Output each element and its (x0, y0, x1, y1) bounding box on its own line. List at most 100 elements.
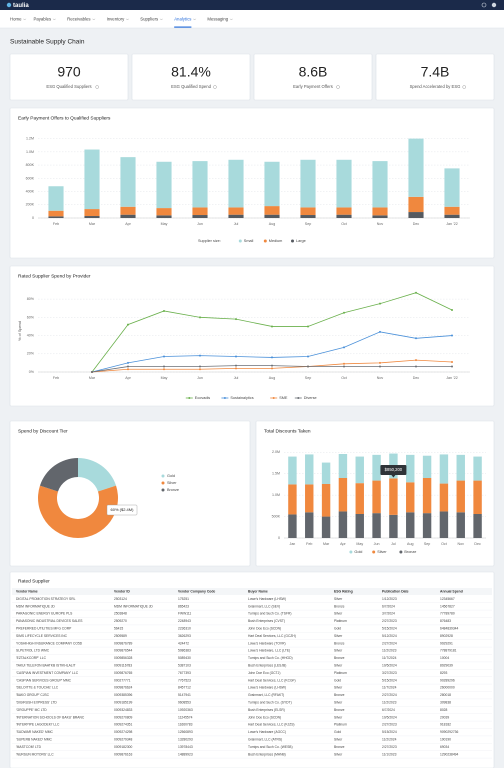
table-cell: 0009876544 (114, 649, 133, 653)
line-point (307, 365, 309, 368)
bar-segment (156, 208, 172, 216)
table-cell: 2248943 (178, 619, 191, 623)
nav-item[interactable]: Receivables (67, 17, 90, 22)
bar-segment (444, 168, 460, 207)
table-cell: 865423 (178, 604, 189, 608)
kpi-value: 8.6B (299, 64, 328, 80)
table-cell: YOSHIHIGH INSURANCE COMPANY CO5D (16, 641, 83, 645)
bar-segment (336, 159, 352, 208)
bar-segment (321, 484, 331, 517)
x-tick-label: Apr (125, 222, 131, 226)
table-cell: Silver (334, 612, 343, 616)
nav-caret (92, 18, 96, 21)
table-cell: 12560893 (178, 730, 193, 734)
y-tick-label: 0 (32, 216, 34, 220)
line-point (343, 365, 345, 368)
table-cell: 'GROUPPE' MC LTD (16, 708, 47, 712)
legend-title: Supplier size: (198, 239, 221, 243)
table-cell: John Doe Eco (GCTJ) (248, 671, 280, 675)
table-cell: 778879181 (440, 649, 457, 653)
line-point (127, 361, 129, 364)
table-cell: 8457712 (178, 686, 191, 690)
table-cell: 6484839344 (440, 626, 459, 630)
line-point (451, 360, 453, 363)
table-cell: Platinum (334, 723, 347, 727)
y-axis-label: % of Spend (18, 321, 22, 341)
table-cell: 26000000 (440, 686, 455, 690)
line-point (379, 302, 381, 305)
bar-segment (305, 454, 314, 485)
table-cell: 0009274351 (114, 723, 133, 727)
legend-label: Gold (354, 550, 362, 554)
legend-label: Bronze (404, 550, 416, 554)
line-point (343, 346, 345, 349)
bar-segment (300, 207, 316, 216)
bar-segment (300, 159, 316, 208)
user-icon[interactable] (491, 2, 497, 8)
x-tick-label: May (161, 222, 168, 226)
nav-item[interactable]: Home (10, 17, 22, 22)
table-cell: 90289296 (440, 678, 455, 682)
table-cell: Bronze (334, 604, 345, 608)
line-point (199, 316, 201, 319)
table-cell: 20039 (440, 715, 449, 719)
nav-item[interactable]: Analytics (174, 17, 191, 22)
y-tick-label: 0 (278, 536, 280, 540)
x-tick-label: Jun (197, 376, 203, 380)
line-point (379, 330, 381, 333)
table-cell: 'DIGIRUSH EXPRESS' LTD (16, 700, 57, 704)
x-tick-label: Aug (269, 222, 275, 226)
line-point (127, 323, 129, 326)
legend-label: Silver (377, 550, 387, 554)
bar-segment (336, 207, 352, 215)
info-icon (462, 85, 466, 89)
table-cell: DIGITAL PROMOTION STRATEGY SRL (16, 597, 76, 601)
bar-segment (192, 161, 208, 208)
legend-swatch (161, 488, 165, 492)
table-cell: Bush Enterprises (ELSR) (248, 708, 285, 712)
legend-swatch (238, 239, 242, 243)
settings-icon[interactable] (481, 2, 487, 8)
chart-title: Rated Supplier Spend by Provider (18, 273, 91, 279)
bar-segment (156, 215, 172, 218)
legend-swatch-dot (272, 397, 275, 399)
table-cell: Bush Enterprises (LESJB) (248, 663, 286, 667)
pie-slice (78, 458, 117, 492)
legend-swatch (291, 239, 294, 243)
table-cell: 11245574 (178, 715, 193, 719)
nav-item[interactable]: Suppliers (140, 17, 158, 22)
chart-title: Early Payment Offers to Qualified Suppli… (18, 115, 111, 121)
bar-segment (372, 480, 381, 514)
x-tick-label: Feb (53, 376, 59, 380)
tooltip (380, 465, 407, 475)
nav-item[interactable]: Messaging (207, 17, 228, 22)
table-cell: Hart Deal Services, LLC (GCZH) (248, 634, 296, 638)
x-tick-label: Mar (89, 376, 96, 380)
nav-item[interactable]: Inventory (107, 17, 126, 22)
info-icon (213, 85, 217, 89)
pie-slice (39, 458, 78, 492)
table-cell: 11/2/2023 (382, 700, 397, 704)
bar-segment (120, 214, 136, 218)
table-cell: 8902928 (440, 634, 453, 638)
column-header: Annual Spend (440, 590, 463, 594)
x-tick-label: Oct (341, 376, 347, 380)
table-cell: 'CASPIAN INVESTMENT COMPANY' LLC (16, 671, 79, 675)
nav-item[interactable]: Payables (33, 17, 51, 22)
bar-segment (288, 456, 297, 485)
line-point (271, 364, 273, 367)
legend-label: Silver (167, 481, 177, 485)
y-tick-label: 400K (26, 189, 35, 193)
bar-segment (120, 157, 136, 207)
table-cell: Lowe's Hardware (LHSW) (248, 597, 286, 601)
table-cell: 11/2/2023 (382, 649, 397, 653)
x-tick-label: Jul (234, 222, 239, 226)
column-header: Buyer Name (248, 590, 268, 594)
x-tick-label: Oct (441, 542, 447, 546)
line-point (451, 365, 453, 368)
table-cell: 2509270 (114, 619, 127, 623)
line-point (127, 368, 129, 371)
bar-segment (408, 212, 424, 218)
bar-segment (48, 186, 64, 211)
